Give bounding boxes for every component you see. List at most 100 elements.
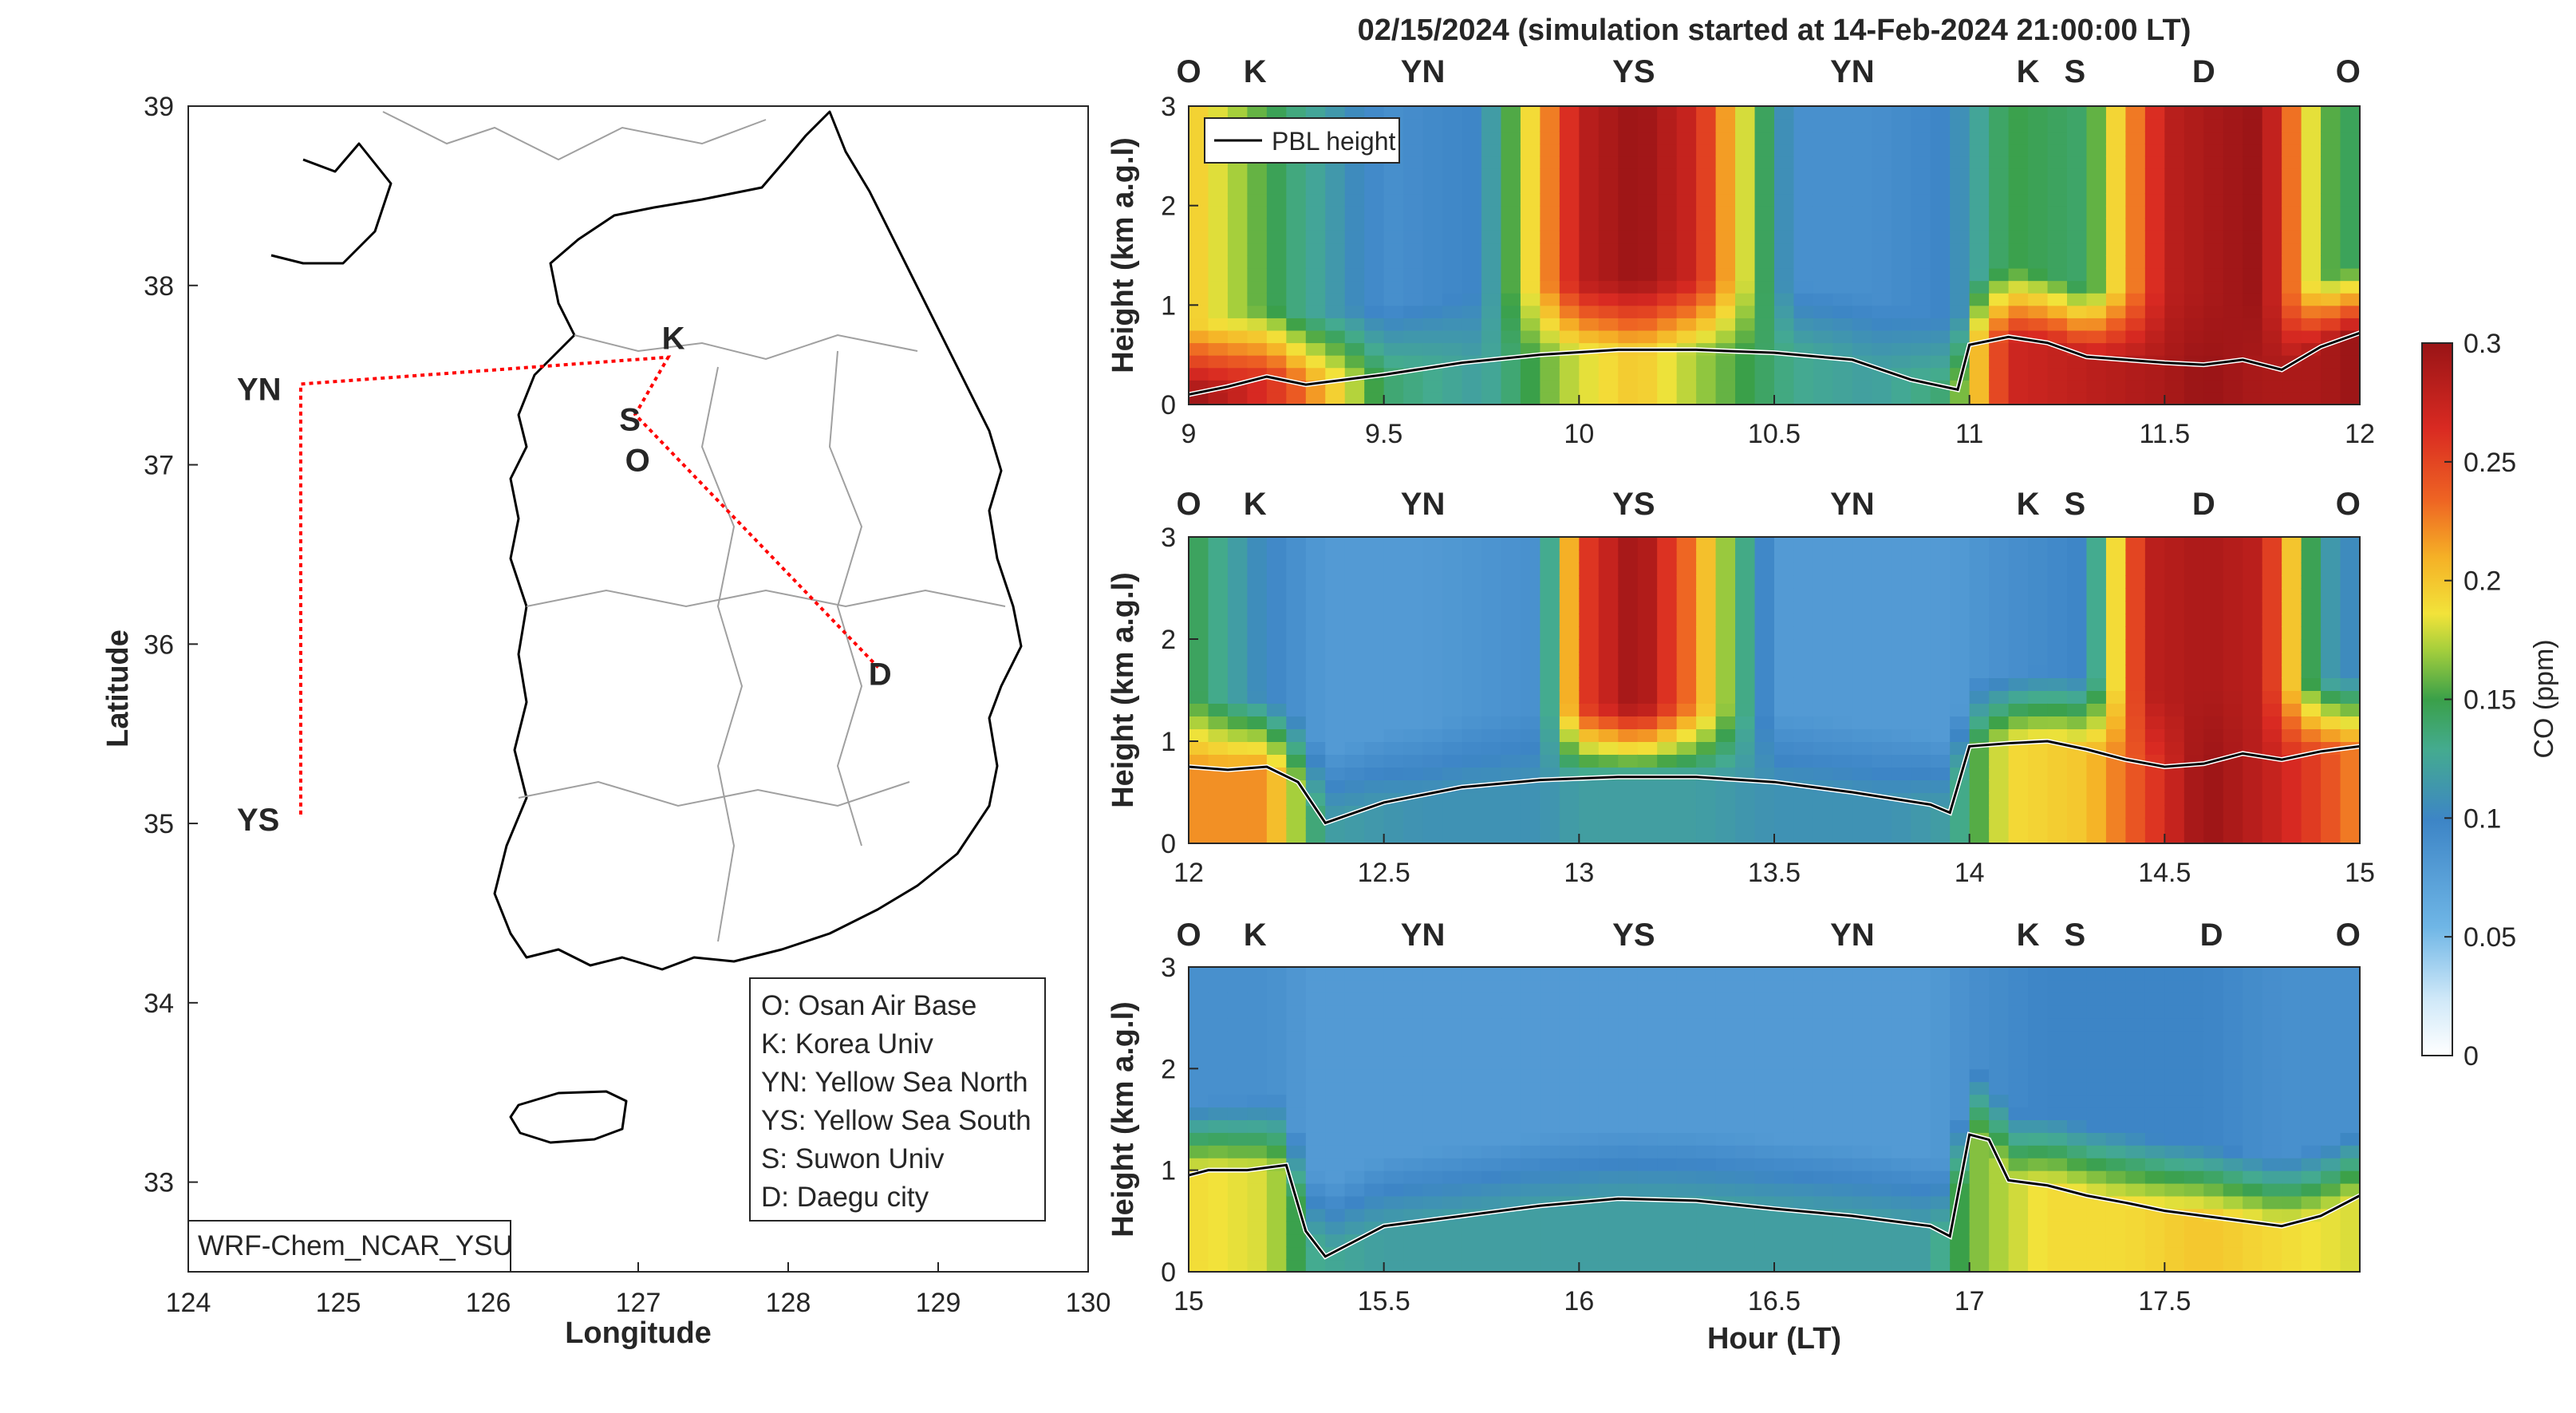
co-cell (1754, 1259, 1775, 1272)
co-cell (1286, 575, 1307, 589)
co-cell (2086, 205, 2107, 219)
co-cell (1364, 537, 1385, 551)
co-cell (1559, 1017, 1580, 1032)
co-cell (1637, 979, 1659, 993)
co-cell (1793, 1004, 1814, 1019)
co-cell (1481, 1195, 1502, 1210)
co-cell (1774, 267, 1795, 282)
co-cell (1676, 1233, 1698, 1248)
co-cell (1676, 180, 1698, 195)
co-cell (1189, 1004, 1209, 1019)
co-cell (1754, 614, 1775, 627)
co-cell (2047, 537, 2068, 551)
co-cell (1305, 716, 1327, 729)
co-cell (1950, 143, 1970, 157)
co-cell (1735, 1246, 1756, 1261)
co-cell (1969, 992, 1990, 1006)
co-cell (1422, 716, 1444, 729)
co-cell (2047, 1081, 2068, 1095)
co-cell (2223, 1259, 2244, 1272)
co-cell (1266, 168, 1288, 182)
co-cell (1832, 330, 1853, 344)
co-cell (1657, 614, 1678, 627)
co-cell (1540, 792, 1560, 806)
co-cell (1969, 818, 1990, 831)
co-cell (1598, 550, 1619, 563)
co-cell (1598, 354, 1619, 369)
co-cell (1598, 118, 1619, 132)
co-cell (2164, 1043, 2185, 1057)
co-cell (1676, 1246, 1698, 1261)
co-cell (1989, 342, 2010, 356)
co-cell (2243, 1233, 2263, 1248)
co-cell (2223, 1195, 2244, 1210)
co-cell (1793, 255, 1814, 269)
co-cell (2183, 639, 2205, 653)
co-cell (2047, 1107, 2068, 1120)
co-cell (1579, 330, 1600, 344)
co-cell (1344, 728, 1366, 742)
co-cell (1832, 367, 1853, 381)
co-cell (1754, 1043, 1775, 1057)
co-cell (1208, 1131, 1229, 1146)
co-cell (1344, 741, 1366, 755)
co-cell (1754, 979, 1775, 993)
co-cell (1579, 690, 1600, 704)
co-cell (1305, 1221, 1327, 1235)
co-cell (1930, 1157, 1951, 1171)
co-cell (2086, 792, 2107, 806)
co-cell (2028, 716, 2049, 729)
co-cell (1754, 562, 1775, 576)
co-cell (2028, 1056, 2049, 1070)
co-cell (1637, 292, 1659, 306)
co-cell (1540, 392, 1560, 405)
co-cell (2125, 703, 2146, 716)
co-cell (1793, 588, 1814, 602)
co-cell (2028, 1119, 2049, 1133)
co-cell (1266, 1221, 1288, 1235)
co-cell (2164, 205, 2185, 219)
co-cell (1579, 1094, 1600, 1108)
co-cell (2183, 267, 2205, 282)
co-cell (1969, 118, 1990, 132)
co-cell (2105, 131, 2127, 144)
co-cell (1598, 330, 1619, 344)
co-cell (1832, 677, 1853, 691)
co-cell (1969, 1043, 1990, 1057)
co-cell (1657, 818, 1678, 831)
co-cell (2262, 626, 2283, 640)
co-cell (1793, 703, 1814, 716)
co-cell (1383, 831, 1405, 843)
co-cell (2164, 741, 2185, 755)
co-cell (1227, 992, 1249, 1006)
co-cell (1325, 280, 1346, 294)
co-cell (2203, 741, 2224, 755)
y-tick-label: 1 (1161, 1156, 1176, 1186)
co-cell (1754, 305, 1775, 318)
co-cell (1598, 967, 1619, 981)
co-cell (1540, 1144, 1560, 1158)
co-cell (1208, 1221, 1229, 1235)
co-cell (2282, 1081, 2302, 1095)
co-cell (1364, 330, 1385, 344)
co-cell (1208, 703, 1229, 716)
co-cell (1832, 690, 1853, 704)
co-cell (2086, 1004, 2107, 1019)
co-cell (1793, 1246, 1814, 1261)
co-cell (2105, 392, 2127, 405)
co-cell (1520, 665, 1541, 678)
co-cell (1383, 255, 1405, 269)
co-cell (1911, 626, 1931, 640)
co-cell (1696, 230, 1717, 244)
co-cell (2223, 1004, 2244, 1019)
co-cell (2067, 818, 2088, 831)
co-cell (1618, 317, 1639, 331)
co-cell (1344, 243, 1366, 256)
co-cell (1286, 267, 1307, 282)
co-cell (1969, 143, 1990, 157)
co-cell (1598, 267, 1619, 282)
co-cell (2262, 267, 2283, 282)
co-cell (1286, 728, 1307, 742)
co-cell (2243, 562, 2263, 576)
co-cell (1422, 1157, 1444, 1171)
